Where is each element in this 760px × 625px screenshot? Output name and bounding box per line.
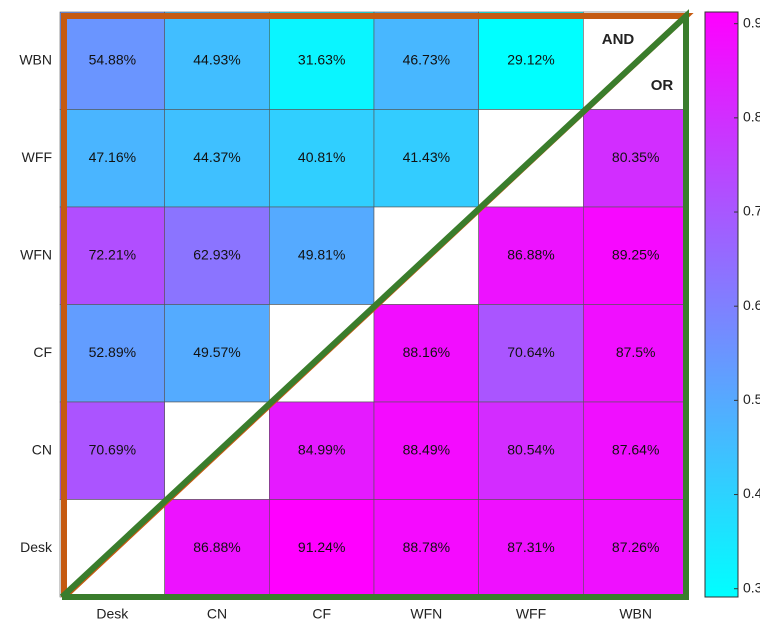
cell — [373, 401, 479, 500]
x-tick-label: CN — [207, 606, 227, 622]
cell — [478, 206, 584, 305]
x-tick-label: CF — [312, 606, 331, 622]
colorbar-tick-label: 0.7 — [743, 203, 760, 219]
cell-label: 80.54% — [507, 441, 554, 457]
x-tick-label: WBN — [619, 606, 652, 622]
cell-label: 70.69% — [89, 441, 136, 457]
cell — [164, 11, 270, 110]
cell-label: 88.78% — [403, 539, 450, 555]
cell — [373, 109, 479, 208]
annotation: AND — [602, 31, 635, 48]
cell-label: 44.37% — [193, 149, 240, 165]
cell-label: 41.43% — [403, 149, 450, 165]
cell — [269, 11, 375, 110]
y-tick-label: WFF — [22, 149, 52, 165]
y-tick-label: WBN — [19, 51, 52, 67]
cell — [269, 401, 375, 500]
cell-label: 40.81% — [298, 149, 345, 165]
cell — [583, 206, 689, 305]
cell-label: 84.99% — [298, 441, 345, 457]
y-tick-label: WFN — [20, 246, 52, 262]
cell-label: 86.88% — [507, 246, 554, 262]
cell — [269, 206, 375, 305]
cell — [164, 206, 270, 305]
cell — [583, 499, 689, 598]
x-tick-label: Desk — [96, 606, 129, 622]
colorbar-tick-label: 0.8 — [743, 109, 760, 125]
cell-label: 80.35% — [612, 149, 659, 165]
cell — [478, 11, 584, 110]
colorbar-tick-label: 0.4 — [743, 485, 760, 501]
annotation: OR — [651, 77, 674, 94]
cell-label: 88.16% — [403, 344, 450, 360]
colorbar-tick-label: 0.5 — [743, 391, 760, 407]
cell-label: 49.81% — [298, 246, 345, 262]
cell-label: 87.64% — [612, 441, 659, 457]
cell — [59, 401, 165, 500]
cell-label: 89.25% — [612, 246, 659, 262]
cell-label: 72.21% — [89, 246, 136, 262]
y-tick-label: Desk — [20, 539, 53, 555]
cell-label: 47.16% — [89, 149, 136, 165]
cell — [59, 304, 165, 403]
cell — [373, 304, 479, 403]
cell-label: 88.49% — [403, 441, 450, 457]
cell — [373, 11, 479, 110]
cell-label: 87.26% — [612, 539, 659, 555]
cell — [59, 11, 165, 110]
heatmap-cells — [59, 11, 689, 598]
cell-label: 62.93% — [193, 246, 240, 262]
cell — [478, 401, 584, 500]
cell-label: 91.24% — [298, 539, 345, 555]
cell-label: 31.63% — [298, 51, 345, 67]
cell-label: 70.64% — [507, 344, 554, 360]
cell-label: 86.88% — [193, 539, 240, 555]
colorbar-tick-label: 0.9 — [743, 14, 760, 30]
cell-label: 54.88% — [89, 51, 136, 67]
cell — [373, 499, 479, 598]
cell-label: 46.73% — [403, 51, 450, 67]
cell-label: 87.31% — [507, 539, 554, 555]
colorbar — [704, 11, 739, 598]
cell — [478, 499, 584, 598]
cell — [59, 206, 165, 305]
y-tick-label: CN — [32, 441, 52, 457]
cell — [59, 109, 165, 208]
cell — [164, 109, 270, 208]
colorbar-tick-label: 0.3 — [743, 579, 760, 595]
cell-label: 87.5% — [616, 344, 656, 360]
cell-label: 52.89% — [89, 344, 136, 360]
cell — [164, 304, 270, 403]
cell-label: 49.57% — [193, 344, 240, 360]
cell — [478, 304, 584, 403]
cell-label: 29.12% — [507, 51, 554, 67]
triangle-frames — [59, 9, 694, 600]
cell — [583, 109, 689, 208]
or-triangle — [59, 9, 689, 600]
cell-label: 44.93% — [193, 51, 240, 67]
y-tick-label: CF — [33, 344, 52, 360]
colorbar-tick-label: 0.6 — [743, 297, 760, 313]
x-tick-label: WFF — [516, 606, 546, 622]
x-tick-label: WFN — [410, 606, 442, 622]
